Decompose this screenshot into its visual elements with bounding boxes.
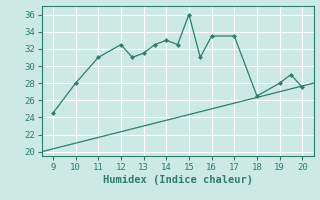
X-axis label: Humidex (Indice chaleur): Humidex (Indice chaleur): [103, 175, 252, 185]
